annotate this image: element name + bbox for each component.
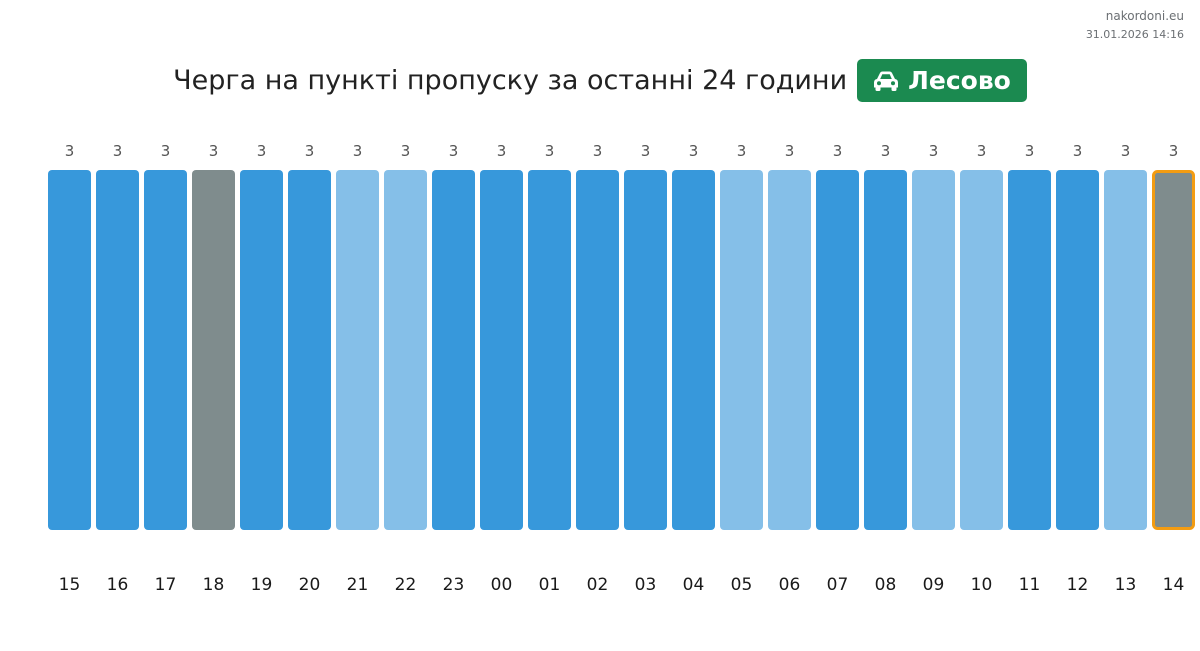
checkpoint-badge[interactable]: Лесово bbox=[857, 59, 1027, 102]
x-tick-16: 16 bbox=[107, 575, 129, 595]
value-label-00: 3 bbox=[497, 142, 507, 160]
bar-09[interactable] bbox=[912, 170, 955, 530]
bar-10[interactable] bbox=[960, 170, 1003, 530]
x-tick-02: 02 bbox=[587, 575, 609, 595]
bar-15[interactable] bbox=[48, 170, 91, 530]
bar-18[interactable] bbox=[192, 170, 235, 530]
bar-03[interactable] bbox=[624, 170, 667, 530]
x-tick-23: 23 bbox=[443, 575, 465, 595]
value-label-23: 3 bbox=[449, 142, 459, 160]
value-label-17: 3 bbox=[161, 142, 171, 160]
checkpoint-name: Лесово bbox=[908, 66, 1011, 95]
x-tick-06: 06 bbox=[779, 575, 801, 595]
value-label-22: 3 bbox=[401, 142, 411, 160]
bar-22[interactable] bbox=[384, 170, 427, 530]
value-label-18: 3 bbox=[209, 142, 219, 160]
value-label-15: 3 bbox=[65, 142, 75, 160]
value-label-01: 3 bbox=[545, 142, 555, 160]
bar-14[interactable] bbox=[1152, 170, 1195, 530]
bar-17[interactable] bbox=[144, 170, 187, 530]
x-tick-04: 04 bbox=[683, 575, 705, 595]
bar-12[interactable] bbox=[1056, 170, 1099, 530]
bar-06[interactable] bbox=[768, 170, 811, 530]
value-label-08: 3 bbox=[881, 142, 891, 160]
title-row: Черга на пункті пропуску за останні 24 г… bbox=[0, 59, 1200, 102]
bar-11[interactable] bbox=[1008, 170, 1051, 530]
bar-02[interactable] bbox=[576, 170, 619, 530]
value-label-13: 3 bbox=[1121, 142, 1131, 160]
value-label-20: 3 bbox=[305, 142, 315, 160]
x-tick-03: 03 bbox=[635, 575, 657, 595]
bar-23[interactable] bbox=[432, 170, 475, 530]
bar-07[interactable] bbox=[816, 170, 859, 530]
x-tick-07: 07 bbox=[827, 575, 849, 595]
bar-13[interactable] bbox=[1104, 170, 1147, 530]
x-tick-01: 01 bbox=[539, 575, 561, 595]
value-label-12: 3 bbox=[1073, 142, 1083, 160]
x-tick-13: 13 bbox=[1115, 575, 1137, 595]
brand-block: nakordoni.eu 31.01.2026 14:16 bbox=[1086, 9, 1184, 42]
site-name: nakordoni.eu bbox=[1105, 9, 1184, 23]
x-tick-00: 00 bbox=[491, 575, 513, 595]
x-tick-10: 10 bbox=[971, 575, 993, 595]
car-icon bbox=[874, 71, 899, 91]
x-tick-21: 21 bbox=[347, 575, 369, 595]
bar-20[interactable] bbox=[288, 170, 331, 530]
x-tick-22: 22 bbox=[395, 575, 417, 595]
value-label-14: 3 bbox=[1169, 142, 1179, 160]
value-label-05: 3 bbox=[737, 142, 747, 160]
value-label-19: 3 bbox=[257, 142, 267, 160]
value-label-04: 3 bbox=[689, 142, 699, 160]
bar-05[interactable] bbox=[720, 170, 763, 530]
value-label-03: 3 bbox=[641, 142, 651, 160]
value-label-10: 3 bbox=[977, 142, 987, 160]
x-tick-11: 11 bbox=[1019, 575, 1041, 595]
bar-16[interactable] bbox=[96, 170, 139, 530]
x-tick-14: 14 bbox=[1163, 575, 1185, 595]
value-label-11: 3 bbox=[1025, 142, 1035, 160]
bar-21[interactable] bbox=[336, 170, 379, 530]
x-tick-19: 19 bbox=[251, 575, 273, 595]
bar-01[interactable] bbox=[528, 170, 571, 530]
x-tick-20: 20 bbox=[299, 575, 321, 595]
bar-00[interactable] bbox=[480, 170, 523, 530]
x-tick-12: 12 bbox=[1067, 575, 1089, 595]
bar-08[interactable] bbox=[864, 170, 907, 530]
page-title: Черга на пункті пропуску за останні 24 г… bbox=[173, 65, 848, 96]
x-tick-05: 05 bbox=[731, 575, 753, 595]
value-label-09: 3 bbox=[929, 142, 939, 160]
value-label-07: 3 bbox=[833, 142, 843, 160]
x-tick-09: 09 bbox=[923, 575, 945, 595]
timestamp: 31.01.2026 14:16 bbox=[1085, 28, 1184, 41]
x-tick-17: 17 bbox=[155, 575, 177, 595]
bar-04[interactable] bbox=[672, 170, 715, 530]
value-label-06: 3 bbox=[785, 142, 795, 160]
value-label-16: 3 bbox=[113, 142, 123, 160]
bar-19[interactable] bbox=[240, 170, 283, 530]
value-label-21: 3 bbox=[353, 142, 363, 160]
x-tick-15: 15 bbox=[59, 575, 81, 595]
value-label-02: 3 bbox=[593, 142, 603, 160]
x-tick-18: 18 bbox=[203, 575, 225, 595]
x-tick-08: 08 bbox=[875, 575, 897, 595]
